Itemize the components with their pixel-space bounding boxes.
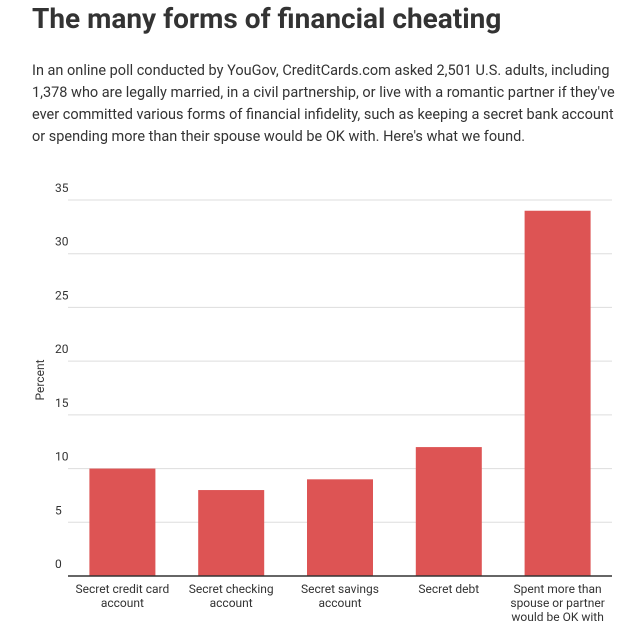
y-tick-label: 0 — [55, 557, 62, 571]
y-tick-label: 20 — [55, 342, 69, 356]
y-axis-label: Percent — [33, 359, 47, 400]
y-tick-label: 15 — [55, 396, 69, 410]
y-tick-label: 30 — [55, 235, 69, 249]
x-tick-label: Secret debt — [418, 582, 480, 596]
chart-title: The many forms of financial cheating — [32, 2, 502, 35]
y-tick-label: 5 — [55, 503, 62, 517]
chart-subtitle: In an online poll conducted by YouGov, C… — [32, 62, 615, 145]
x-tick-label: Spent more than spouse or partner would … — [510, 582, 605, 624]
bar — [524, 210, 591, 576]
y-tick-label: 35 — [55, 181, 69, 195]
bar — [415, 447, 482, 576]
x-tick-label: Secret savings account — [301, 582, 379, 610]
x-tick-label: Secret checking account — [188, 582, 274, 610]
y-tick-label: 25 — [55, 288, 69, 302]
x-tick-label: Secret credit card account — [75, 582, 170, 610]
y-tick-label: 10 — [55, 450, 69, 464]
bar — [89, 468, 156, 576]
bar — [198, 490, 265, 576]
bar — [307, 479, 373, 576]
